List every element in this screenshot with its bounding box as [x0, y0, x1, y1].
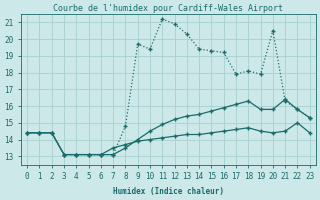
Title: Courbe de l'humidex pour Cardiff-Wales Airport: Courbe de l'humidex pour Cardiff-Wales A…	[53, 4, 284, 13]
X-axis label: Humidex (Indice chaleur): Humidex (Indice chaleur)	[113, 187, 224, 196]
